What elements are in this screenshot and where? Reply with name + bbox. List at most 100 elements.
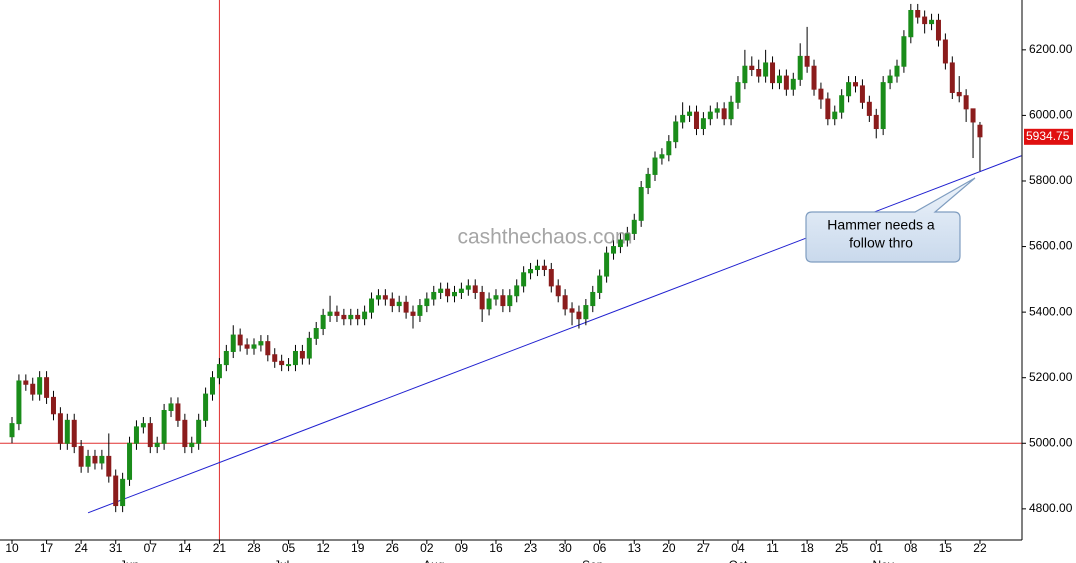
- candle-body: [458, 288, 464, 293]
- candle-body: [673, 121, 679, 143]
- x-tick-label: 04: [731, 541, 745, 555]
- candle-body: [534, 265, 540, 271]
- candle-body: [389, 298, 395, 307]
- candle-body: [866, 101, 872, 116]
- candle-body: [908, 9, 914, 38]
- candle-body: [825, 98, 831, 120]
- candle-body: [223, 350, 229, 366]
- candle-body: [970, 108, 976, 123]
- x-tick-label: 12: [316, 541, 330, 555]
- x-tick-label: 18: [800, 541, 814, 555]
- candle-body: [839, 95, 845, 113]
- month-label: Jun: [120, 558, 139, 563]
- candle-body: [507, 295, 513, 307]
- candle-body: [182, 419, 188, 448]
- x-tick-label: 05: [282, 541, 296, 555]
- x-tick-label: 23: [524, 541, 538, 555]
- candle-body: [645, 173, 651, 189]
- candle-body: [963, 95, 969, 110]
- candle-body: [92, 455, 98, 464]
- candle-body: [133, 426, 139, 444]
- candle-body: [154, 442, 160, 448]
- candle-body: [756, 69, 762, 77]
- candle-body: [562, 295, 568, 310]
- candle-body: [348, 314, 354, 320]
- candle-body: [617, 239, 623, 248]
- candle-body: [417, 305, 423, 316]
- candle-body: [659, 154, 665, 159]
- candle-body: [251, 344, 257, 349]
- candle-body: [493, 295, 499, 300]
- candle-body: [230, 334, 236, 352]
- candle-body: [846, 82, 852, 97]
- x-tick-label: 07: [144, 541, 158, 555]
- candle-body: [721, 108, 727, 120]
- candle-body: [265, 341, 271, 356]
- candle-body: [687, 111, 693, 116]
- candle-body: [770, 62, 776, 84]
- candle-body: [424, 298, 430, 307]
- candle-body: [37, 377, 43, 395]
- x-tick-label: 09: [455, 541, 469, 555]
- candle-body: [624, 232, 630, 241]
- month-label: Jul: [274, 558, 289, 563]
- x-tick-label: 22: [973, 541, 987, 555]
- candle-body: [196, 419, 202, 444]
- candle-body: [85, 455, 91, 467]
- candle-body: [922, 16, 928, 25]
- candle-body: [555, 285, 561, 297]
- candle-body: [334, 311, 340, 316]
- candle-body: [44, 377, 50, 398]
- candle-body: [9, 423, 15, 438]
- y-tick-label: 5000.00: [1029, 435, 1073, 449]
- candle-body: [728, 101, 734, 120]
- candle-body: [258, 341, 264, 346]
- x-tick-label: 31: [109, 541, 123, 555]
- candle-body: [749, 65, 755, 71]
- candle-body: [127, 442, 133, 480]
- candle-body: [887, 75, 893, 84]
- candle-body: [486, 298, 492, 310]
- x-tick-label: 11: [766, 541, 779, 555]
- candle-body: [189, 442, 195, 448]
- candle-body: [700, 118, 706, 130]
- candle-body: [140, 423, 146, 428]
- candle-body: [638, 187, 644, 221]
- candle-body: [776, 75, 782, 84]
- candle-body: [279, 360, 285, 366]
- x-tick-label: 25: [835, 541, 849, 555]
- candle-body: [929, 19, 935, 25]
- callout-box: [805, 177, 976, 263]
- candle-body: [935, 19, 941, 41]
- candle-body: [78, 446, 84, 467]
- candle-body: [16, 380, 22, 425]
- candle-body: [742, 65, 748, 84]
- candle-body: [680, 114, 686, 123]
- candle-body: [797, 55, 803, 80]
- candle-body: [514, 285, 520, 297]
- candle-body: [64, 419, 70, 444]
- candle-body: [818, 88, 824, 100]
- watermark: cashthechaos.com: [457, 226, 632, 249]
- candle-body: [161, 409, 167, 444]
- candle-body: [873, 114, 879, 130]
- candle-body: [479, 291, 485, 310]
- y-tick-label: 4800.00: [1029, 501, 1073, 515]
- candle-body: [521, 272, 527, 287]
- candle-body: [375, 295, 381, 300]
- candle-body: [341, 314, 347, 320]
- candle-body: [465, 285, 471, 290]
- candle-body: [811, 65, 817, 90]
- x-tick-label: 13: [628, 541, 642, 555]
- callout: Hammer needs a follow thro: [805, 177, 976, 263]
- candle-body: [403, 301, 409, 313]
- candle-body: [859, 85, 865, 103]
- candle-body: [313, 328, 319, 339]
- y-tick-label: 5200.00: [1029, 370, 1073, 384]
- x-tick-label: 02: [420, 541, 434, 555]
- candle-body: [894, 65, 900, 77]
- candle-body: [113, 475, 119, 507]
- candle-body: [369, 298, 375, 313]
